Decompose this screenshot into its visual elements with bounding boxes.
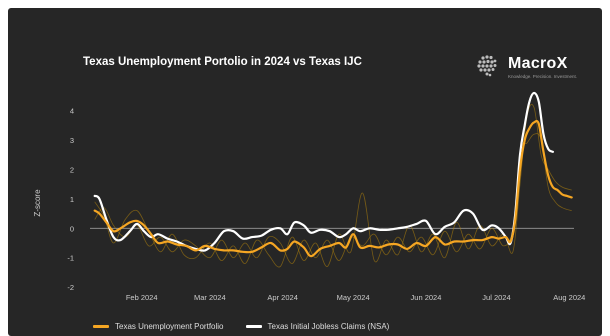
series-line-claims	[93, 91, 554, 252]
x-tick-label: Jun 2024	[411, 293, 442, 302]
legend-swatch-portfolio	[93, 324, 109, 328]
legend-swatch-claims	[245, 324, 262, 328]
x-tick-label: May 2024	[337, 293, 370, 302]
x-tick-label: Jul 2024	[482, 293, 510, 302]
faint-series-line-0	[94, 103, 572, 268]
y-tick-label: 4	[70, 107, 74, 116]
x-tick-label: Mar 2024	[194, 293, 226, 302]
y-tick-label: -2	[67, 283, 74, 292]
logo-tagline: Knowledge. Precision. Investment.	[508, 74, 578, 79]
series-line-portfolio	[93, 119, 573, 258]
y-tick-label: -1	[67, 254, 74, 263]
legend: Texas Unemployment Portfolio Texas Initi…	[93, 319, 389, 333]
legend-label-claims: Texas Initial Jobless Claims (NSA)	[267, 321, 390, 331]
y-tick-label: 3	[70, 136, 74, 145]
chart-title: Texas Unemployment Portolio in 2024 vs T…	[83, 56, 362, 68]
legend-label-portfolio: Texas Unemployment Portfolio	[115, 321, 224, 331]
line-chart: -2 -1 0 1 2 3 4 Feb 2024 Mar 2024 Apr 2024 May 20…	[33, 91, 585, 302]
chart-card: Texas Unemployment Portolio in 2024 vs T…	[8, 8, 602, 336]
y-tick-label: 2	[70, 165, 74, 174]
legend-item-portfolio: Texas Unemployment Portfolio	[93, 322, 224, 331]
y-tick-label: 0	[70, 224, 74, 233]
x-tick-label: Feb 2024	[126, 293, 158, 302]
legend-item-claims: Texas Initial Jobless Claims (NSA)	[245, 321, 390, 331]
x-tick-label: Apr 2024	[267, 293, 297, 302]
y-axis-label: Z-score	[33, 189, 42, 217]
brain-icon	[477, 55, 497, 77]
y-tick-label: 1	[70, 195, 74, 204]
logo-name: MacroX	[508, 55, 568, 72]
macrox-logo: MacroX Knowledge. Precision. Investment.	[474, 52, 584, 82]
x-tick-label: Aug 2024	[553, 293, 585, 302]
